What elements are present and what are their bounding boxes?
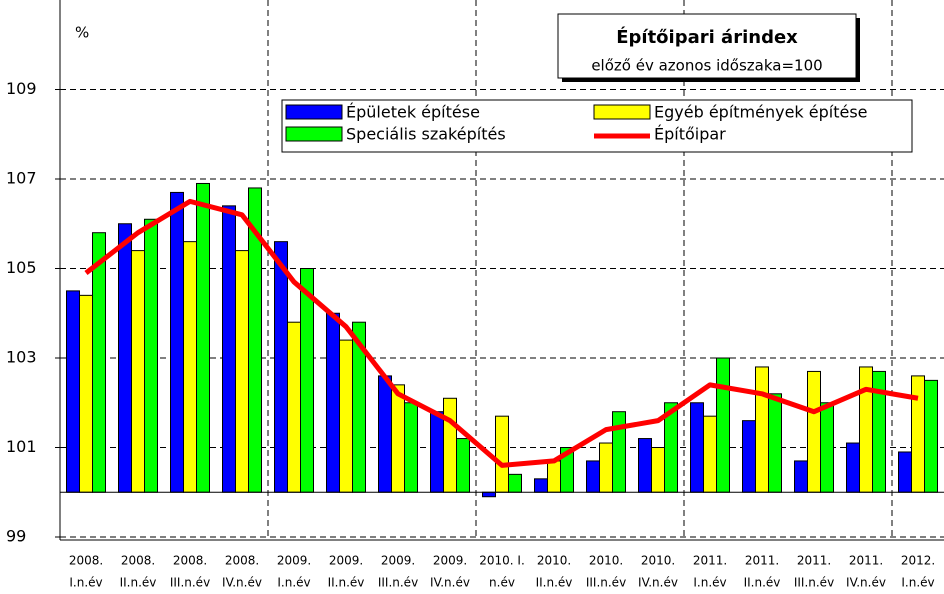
bar	[586, 460, 600, 493]
x-tick-label: II.n.év	[120, 576, 157, 590]
bar	[742, 420, 756, 493]
x-tick-label: 2011.	[745, 554, 779, 568]
bar	[183, 241, 197, 493]
bar	[924, 379, 938, 493]
x-tick-label: 2009.	[433, 554, 467, 568]
x-tick-label: IV.n.év	[430, 576, 470, 590]
bar	[274, 241, 288, 493]
x-tick-label: III.n.év	[586, 576, 626, 590]
bar	[300, 268, 314, 493]
x-tick-label: II.n.év	[328, 576, 365, 590]
legend-swatch	[285, 126, 343, 142]
x-tick-label: I.n.év	[693, 576, 726, 590]
x-tick-label: I.n.év	[901, 576, 934, 590]
x-tick-label: 2010.	[589, 554, 623, 568]
bar	[495, 415, 509, 493]
title-box	[557, 13, 857, 79]
x-tick-label: 2010.	[537, 554, 571, 568]
bar	[638, 438, 652, 493]
x-tick-label: 2011.	[849, 554, 883, 568]
x-tick-label: 2011.	[693, 554, 727, 568]
legend-label: Épületek építése	[346, 103, 480, 122]
y-tick-label: 109	[6, 79, 37, 98]
bar	[716, 357, 730, 493]
x-tick-label: I.n.év	[277, 576, 310, 590]
x-tick-label: 2008.	[69, 554, 103, 568]
bar	[144, 218, 158, 493]
legend-label: Egyéb építmények építése	[654, 103, 868, 122]
bar	[807, 370, 821, 493]
bar	[820, 402, 834, 493]
bar	[599, 442, 613, 493]
bar	[222, 205, 236, 493]
x-tick-label: III.n.év	[378, 576, 418, 590]
bar	[703, 415, 717, 493]
bar	[534, 478, 548, 493]
y-axis-label: %	[75, 24, 89, 42]
bar	[196, 182, 210, 493]
bar	[443, 397, 457, 493]
legend-swatch	[593, 104, 651, 120]
bar	[131, 250, 145, 493]
x-tick-label: 2012.	[901, 554, 935, 568]
x-tick-label: III.n.év	[794, 576, 834, 590]
line-series	[84, 198, 919, 468]
bar	[794, 460, 808, 493]
x-tick-label: 2009.	[277, 554, 311, 568]
legend-swatch	[285, 104, 343, 120]
bar	[92, 232, 106, 493]
y-tick-label: 103	[6, 348, 37, 367]
x-tick-label: 2010. I.	[479, 554, 525, 568]
bar	[612, 411, 626, 493]
x-tick-label: III.n.év	[170, 576, 210, 590]
x-tick-label: 2010.	[641, 554, 675, 568]
y-tick-label: 105	[6, 258, 37, 277]
bar	[898, 451, 912, 493]
bar	[339, 339, 353, 493]
bar	[651, 447, 665, 493]
bar	[170, 191, 184, 493]
y-tick-label: 101	[6, 437, 37, 456]
bar	[287, 321, 301, 493]
bar	[326, 312, 340, 493]
legend-label: Építőipar	[654, 125, 726, 144]
x-tick-label: 2008.	[121, 554, 155, 568]
legend-label: Speciális szaképítés	[346, 125, 506, 144]
bar	[235, 250, 249, 493]
bar	[768, 393, 782, 493]
bar	[482, 491, 496, 498]
bar	[79, 294, 93, 493]
bar	[66, 290, 80, 493]
bar	[846, 442, 860, 493]
bar	[118, 223, 132, 493]
x-tick-label: IV.n.év	[846, 576, 886, 590]
bar	[690, 402, 704, 493]
x-tick-label: 2009.	[329, 554, 363, 568]
x-tick-label: IV.n.év	[222, 576, 262, 590]
bar	[404, 402, 418, 493]
y-tick-label: 107	[6, 169, 37, 188]
x-tick-label: IV.n.év	[638, 576, 678, 590]
bar	[508, 473, 522, 493]
bar	[547, 460, 561, 493]
x-tick-label: 2011.	[797, 554, 831, 568]
bar	[456, 438, 470, 493]
bar	[391, 384, 405, 493]
y-tick-label: 99	[6, 527, 26, 546]
bar	[755, 366, 769, 493]
chart-title: Építőipari árindex	[616, 26, 798, 48]
chart-subtitle: előző év azonos időszaka=100	[591, 57, 822, 75]
x-tick-label: 2008.	[173, 554, 207, 568]
x-tick-label: 2008.	[225, 554, 259, 568]
x-tick-label: I.n.év	[69, 576, 102, 590]
x-tick-label: II.n.év	[536, 576, 573, 590]
bar	[911, 375, 925, 493]
x-tick-label: II.n.év	[744, 576, 781, 590]
bar	[430, 411, 444, 493]
bar	[859, 366, 873, 493]
bar	[378, 375, 392, 493]
x-tick-label: 2009.	[381, 554, 415, 568]
x-tick-label: n.év	[489, 576, 515, 590]
